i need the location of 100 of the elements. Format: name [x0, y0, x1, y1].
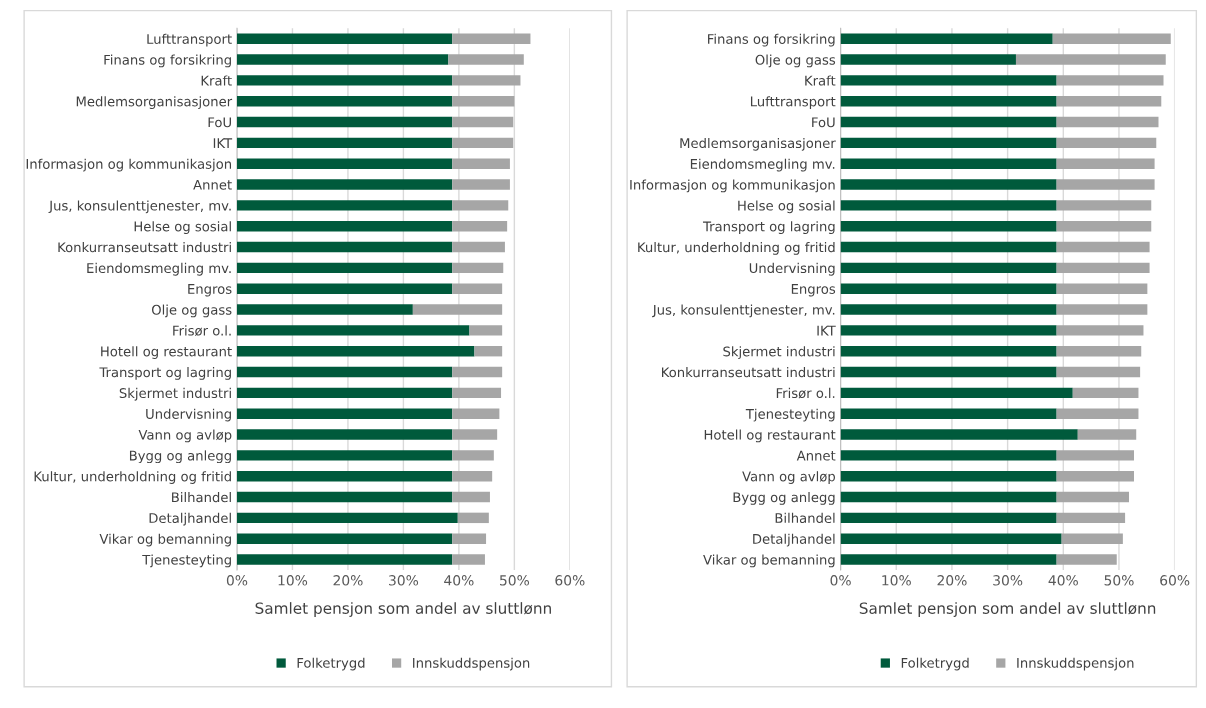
bar	[840, 200, 1057, 211]
bar	[452, 241, 505, 253]
y-tick-label: Bilhandel	[775, 512, 835, 524]
y-tick-label: FoU	[812, 117, 835, 128]
bar	[840, 450, 1057, 461]
y-tick-label: Finans og forsikring	[708, 33, 835, 47]
bar	[1056, 221, 1152, 232]
bar	[1056, 346, 1142, 357]
y-tick-label: Vikar og bemanning	[703, 554, 835, 568]
bar	[236, 470, 453, 482]
bar	[1061, 533, 1123, 544]
bar	[1072, 387, 1139, 399]
x-tick-label: 50%	[500, 575, 530, 586]
y-tick-label: Bygg og anlegg	[129, 450, 231, 464]
y-tick-label: Eiendomsmegling mv.	[690, 158, 835, 172]
bar	[840, 241, 1057, 253]
x-tick-label: 40%	[1048, 575, 1078, 586]
bar	[236, 241, 453, 253]
x-tick-label: 0%	[226, 575, 248, 586]
y-tick-label: Vikar og bemanning	[99, 533, 231, 547]
bar	[840, 491, 1057, 503]
bar	[452, 200, 509, 211]
y-tick-label: Bygg og anlegg	[733, 492, 835, 505]
bar	[840, 96, 1057, 107]
y-tick-label: Skjermet industri	[119, 387, 231, 401]
bar	[236, 54, 449, 65]
bar	[840, 179, 1057, 190]
bar	[452, 408, 500, 419]
bar	[1056, 116, 1159, 128]
x-tick-label: 0%	[830, 575, 851, 586]
y-tick-label: Frisør o.l.	[173, 325, 231, 336]
bar	[236, 200, 453, 211]
bar	[236, 512, 458, 524]
y-tick-label: Helse og sosial	[738, 200, 835, 214]
y-tick-label: Annet	[193, 179, 232, 190]
bar	[1056, 262, 1150, 274]
bar	[236, 283, 453, 294]
y-tick-label: Olje og gass	[151, 304, 232, 318]
bar	[452, 429, 498, 440]
bar	[452, 137, 514, 149]
bar	[840, 75, 1057, 86]
y-tick-label: Undervisning	[749, 262, 835, 276]
bar	[452, 554, 485, 565]
x-tick-label: 60%	[1160, 575, 1190, 586]
bar	[1056, 158, 1155, 169]
y-tick-label: Bilhandel	[172, 492, 231, 503]
y-tick-label: Engros	[791, 284, 836, 297]
bar	[452, 75, 521, 86]
bar	[840, 346, 1057, 357]
bar	[452, 96, 515, 107]
bar	[1056, 450, 1134, 461]
y-tick-label: Informasjon og kommunikasjon	[26, 158, 231, 172]
x-tick-label: 40%	[444, 575, 474, 586]
x-tick-label: 10%	[278, 575, 308, 586]
y-tick-label: Transport og lagring	[702, 221, 835, 234]
bar	[840, 470, 1057, 482]
bar	[452, 221, 508, 232]
bar	[236, 96, 453, 107]
bar	[1056, 200, 1152, 211]
x-tick-label: 10%	[882, 575, 911, 586]
bar	[236, 450, 453, 461]
legend-label: Folketrygd	[901, 657, 969, 671]
bar	[1056, 137, 1157, 149]
bar	[840, 366, 1057, 378]
x-tick-label: 30%	[389, 575, 419, 586]
y-tick-label: IKT	[817, 325, 836, 336]
bar	[840, 54, 1016, 65]
x-axis-title: Samlet pensjon som andel av sluttlønn	[859, 602, 1156, 617]
y-tick-label: Konkurranseutsatt industri	[58, 242, 231, 253]
bar	[236, 158, 453, 169]
bar	[840, 304, 1057, 315]
y-tick-label: IKT	[213, 138, 233, 148]
y-tick-label: Annet	[796, 450, 836, 461]
bar	[452, 158, 510, 169]
bar	[452, 470, 493, 482]
y-tick-label: Medlemsorganisasjoner	[76, 96, 233, 109]
bar	[1056, 75, 1164, 86]
bar	[236, 137, 453, 149]
bar	[840, 116, 1057, 128]
bar	[236, 221, 453, 232]
bar	[452, 366, 503, 378]
y-tick-label: Hotell og restaurant	[101, 346, 232, 359]
y-tick-label: Vann og avløp	[742, 471, 835, 484]
x-tick-label: 20%	[937, 575, 967, 586]
bar	[452, 491, 490, 503]
bar	[452, 283, 503, 294]
y-tick-label: Detaljhandel	[753, 533, 835, 547]
x-tick-label: 50%	[1104, 575, 1134, 586]
bar	[1056, 241, 1150, 253]
bar	[1056, 304, 1148, 315]
bar	[452, 179, 510, 190]
bar	[840, 158, 1057, 169]
bar	[1056, 470, 1134, 482]
y-tick-label: Undervisning	[146, 408, 231, 422]
bar	[1056, 179, 1155, 190]
bar	[236, 75, 453, 86]
bar	[452, 387, 502, 399]
bar	[452, 450, 494, 461]
y-tick-label: Jus, konsulenttjenester, mv.	[652, 304, 835, 318]
bar	[448, 54, 524, 65]
